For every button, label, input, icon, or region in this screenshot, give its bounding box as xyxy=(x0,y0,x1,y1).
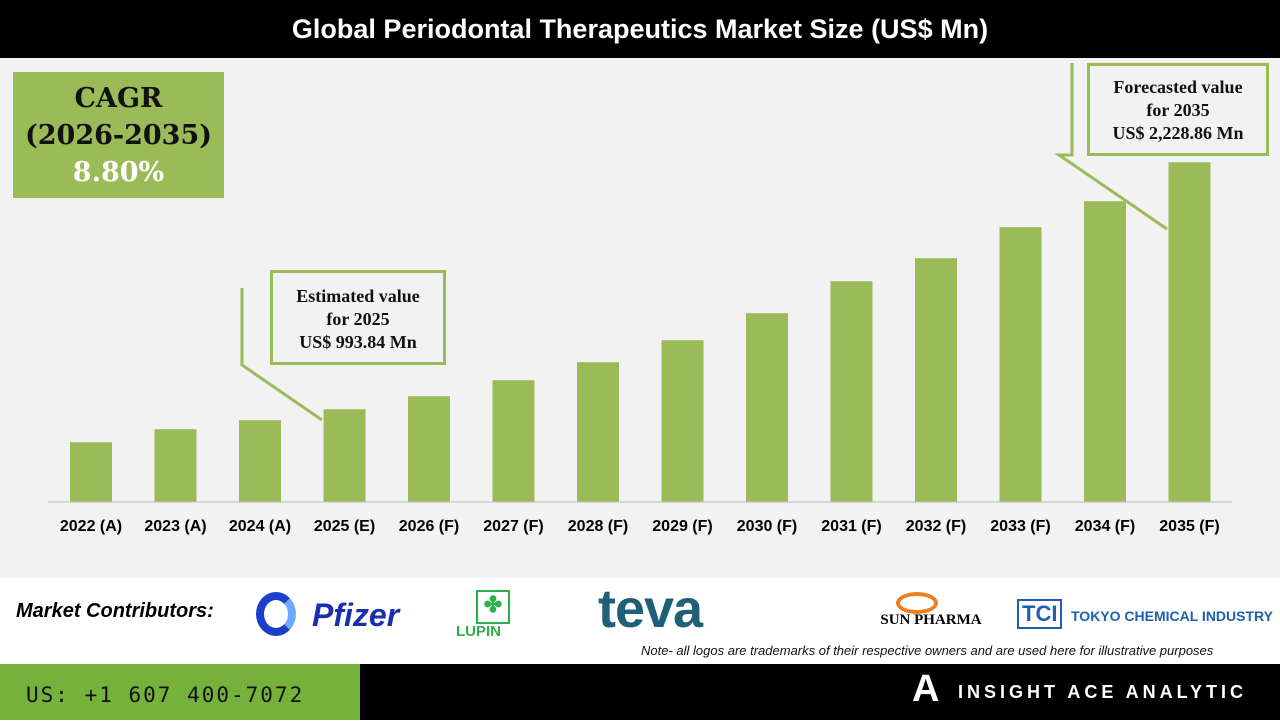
x-tick-label: 2029 (F) xyxy=(652,518,712,535)
x-tick-label: 2022 (A) xyxy=(60,518,122,535)
x-tick-label: 2035 (F) xyxy=(1159,518,1219,535)
x-tick-label: 2024 (A) xyxy=(229,518,291,535)
callout-text: Forecasted value xyxy=(1113,77,1243,97)
forecast-leader-line xyxy=(1054,63,1168,231)
x-tick-label: 2030 (F) xyxy=(737,518,797,535)
bar-chart: 2022 (A) 2023 (A) 2024 (A) 2025 (E) 2026 (F)… xyxy=(48,63,1232,535)
phone-number: US: +1 607 400-7072 xyxy=(0,664,360,720)
cagr-label: CAGR xyxy=(74,83,163,114)
lupin-logo: LUPIN xyxy=(456,623,501,640)
x-tick-label: 2026 (F) xyxy=(399,518,459,535)
tci-logo: TCI xyxy=(1017,599,1063,629)
pfizer-logo: Pfizer xyxy=(312,597,400,633)
bar-2030 xyxy=(746,313,788,502)
x-tick-label: 2034 (F) xyxy=(1075,518,1135,535)
bar-2032 xyxy=(915,258,957,502)
bar-2029 xyxy=(661,340,704,502)
x-tick-label: 2032 (F) xyxy=(906,518,966,535)
brand-name: INSIGHT ACE ANALYTIC xyxy=(958,682,1248,702)
bar-2035 xyxy=(1168,162,1211,502)
callout-text: for 2035 xyxy=(1146,100,1210,120)
x-tick-label: 2025 (E) xyxy=(314,518,375,535)
cagr-value: 8.80% xyxy=(72,157,165,188)
callout-value: US$ 993.84 Mn xyxy=(299,332,417,352)
lupin-logo-mark: ✤ xyxy=(476,590,510,624)
bar-2034 xyxy=(1084,201,1126,502)
x-tick-label: 2033 (F) xyxy=(990,518,1050,535)
bar-2026 xyxy=(408,396,450,502)
estimated-callout: Estimated value for 2025 US$ 993.84 Mn xyxy=(270,270,446,365)
sun-pharma-logo-mark xyxy=(896,592,938,614)
callout-text: Estimated value xyxy=(296,286,420,306)
x-tick-label: 2027 (F) xyxy=(483,518,543,535)
bar-2033 xyxy=(999,227,1042,502)
bar-2031 xyxy=(830,281,873,502)
tci-logo-text: TOKYO CHEMICAL INDUSTRY xyxy=(1071,608,1273,624)
x-tick-label: 2023 (A) xyxy=(144,518,206,535)
cagr-box: CAGR (2026-2035) 8.80% xyxy=(13,72,224,198)
bar-2024 xyxy=(239,420,281,502)
bar-2025 xyxy=(323,409,366,502)
bar-2028 xyxy=(577,362,619,502)
brand-bar xyxy=(360,664,1280,720)
x-tick-label: 2028 (F) xyxy=(568,518,628,535)
forecast-callout: Forecasted value for 2035 US$ 2,228.86 M… xyxy=(1087,63,1269,156)
bar-2022 xyxy=(70,442,112,502)
cagr-period: (2026-2035) xyxy=(24,120,213,151)
contributors-label: Market Contributors: xyxy=(16,600,214,622)
estimated-leader-line xyxy=(240,288,323,422)
x-tick-label: 2031 (F) xyxy=(821,518,881,535)
bar-2023 xyxy=(154,429,197,502)
callout-value: US$ 2,228.86 Mn xyxy=(1112,123,1244,143)
bar-2027 xyxy=(492,380,535,502)
callout-text: for 2025 xyxy=(326,309,390,329)
trademark-note: Note- all logos are trademarks of their … xyxy=(641,643,1214,658)
teva-logo: teva xyxy=(598,579,703,639)
insight-ace-logo-icon: A xyxy=(912,668,940,710)
pfizer-logo-mark xyxy=(256,592,296,636)
sun-pharma-logo: SUN PHARMA xyxy=(880,612,982,628)
chart-title: Global Periodontal Therapeutics Market S… xyxy=(0,0,1280,58)
